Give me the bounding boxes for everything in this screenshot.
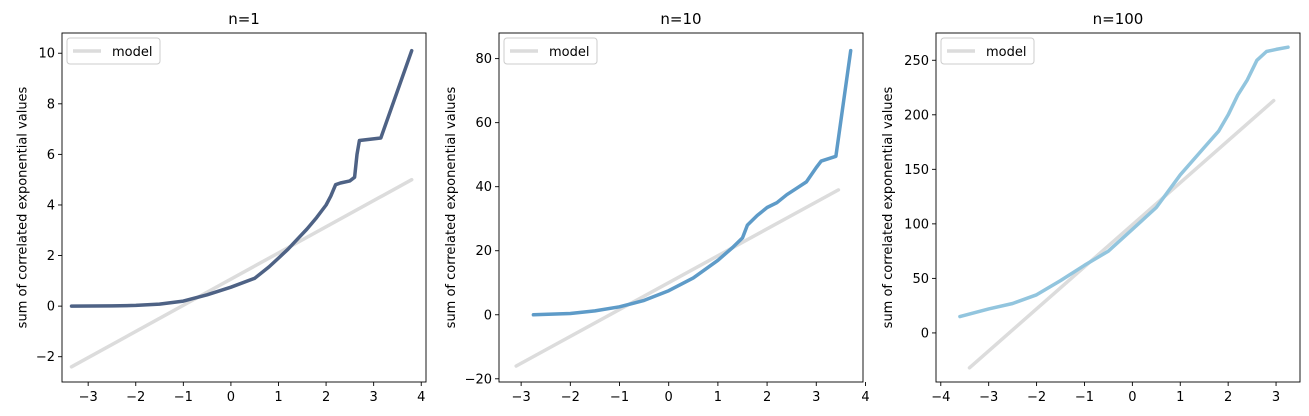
y-tick-label: 40	[475, 180, 492, 195]
x-tick-label: −4	[931, 390, 950, 405]
x-tick-label: −1	[1075, 390, 1094, 405]
legend-label-model: model	[549, 45, 589, 60]
y-tick-label: 0	[921, 326, 929, 341]
legend-label-model: model	[986, 45, 1026, 60]
legend: model	[503, 37, 598, 65]
x-tick-label: −2	[561, 390, 580, 405]
y-tick-label: 2	[47, 249, 55, 264]
y-tick-label: 0	[484, 308, 492, 323]
x-tick-label: −3	[979, 390, 998, 405]
model-line	[967, 98, 1276, 370]
y-tick-label: −20	[465, 372, 492, 387]
model-line	[514, 188, 841, 368]
plot-frame	[935, 32, 1301, 383]
x-tick-label: 3	[370, 390, 378, 405]
x-tick-label: −2	[1027, 390, 1046, 405]
x-tick-label: −3	[79, 390, 98, 405]
y-tick-label: 0	[47, 300, 55, 315]
x-tick-label: 0	[1128, 390, 1136, 405]
legend-box	[940, 37, 1035, 65]
x-tick-label: −3	[512, 390, 531, 405]
x-tick-label: 2	[322, 390, 330, 405]
y-tick-label: 60	[475, 116, 492, 131]
x-tick-label: 1	[714, 390, 722, 405]
y-axis-label: sum of correlated exponential values	[881, 86, 896, 328]
panel-title: n=1	[228, 10, 260, 28]
legend: model	[66, 37, 161, 65]
x-tick-label: 2	[763, 390, 771, 405]
x-tick-label: 3	[812, 390, 820, 405]
chart-panel-n100: −4 −3 −2 −1 0 1 2 3 0 50 100 150 200 250 sum of correl…	[881, 10, 1301, 405]
panel-title: n=100	[1093, 10, 1144, 28]
model-line	[69, 177, 414, 369]
x-tick-label: 4	[417, 390, 425, 405]
y-tick-label: 10	[38, 47, 55, 62]
x-tick-label: −2	[126, 390, 145, 405]
chart-panel-n10: −3 −2 −1 0 1 2 3 4 −20 0 20 40 60 80 sum of correlated…	[444, 10, 870, 405]
y-tick-label: 20	[475, 244, 492, 259]
data-series-line	[69, 48, 414, 308]
chart-panel-n1: −3 −2 −1 0 1 2 3 4 −2 0 2 4 6 8 10 sum of correlated ex…	[15, 10, 427, 405]
legend-label-model: model	[112, 45, 152, 60]
x-tick-label: 0	[227, 390, 235, 405]
legend: model	[940, 37, 1035, 65]
plot-frame	[498, 32, 864, 383]
x-tick-label: 4	[861, 390, 869, 405]
y-tick-label: 80	[475, 52, 492, 67]
x-tick-label: 1	[274, 390, 282, 405]
data-series-line	[958, 45, 1290, 319]
y-tick-label: −2	[36, 350, 55, 365]
legend-box	[503, 37, 598, 65]
x-tick-label: 2	[1224, 390, 1232, 405]
y-tick-label: 200	[904, 108, 929, 123]
y-tick-label: 50	[912, 272, 929, 287]
legend-box	[66, 37, 161, 65]
y-tick-label: 100	[904, 217, 929, 232]
y-tick-label: 150	[904, 163, 929, 178]
plot-frame	[61, 32, 427, 383]
x-tick-label: 1	[1176, 390, 1184, 405]
y-axis-label: sum of correlated exponential values	[15, 86, 30, 328]
y-axis-label: sum of correlated exponential values	[444, 86, 459, 328]
y-tick-label: 6	[47, 148, 55, 163]
y-tick-label: 250	[904, 54, 929, 69]
x-tick-label: −1	[174, 390, 193, 405]
x-tick-label: 3	[1272, 390, 1280, 405]
x-tick-label: −1	[610, 390, 629, 405]
data-series-line	[531, 48, 853, 317]
x-tick-label: 0	[665, 390, 673, 405]
y-tick-label: 8	[47, 97, 55, 112]
y-tick-label: 4	[47, 198, 55, 213]
panel-title: n=10	[660, 10, 701, 28]
